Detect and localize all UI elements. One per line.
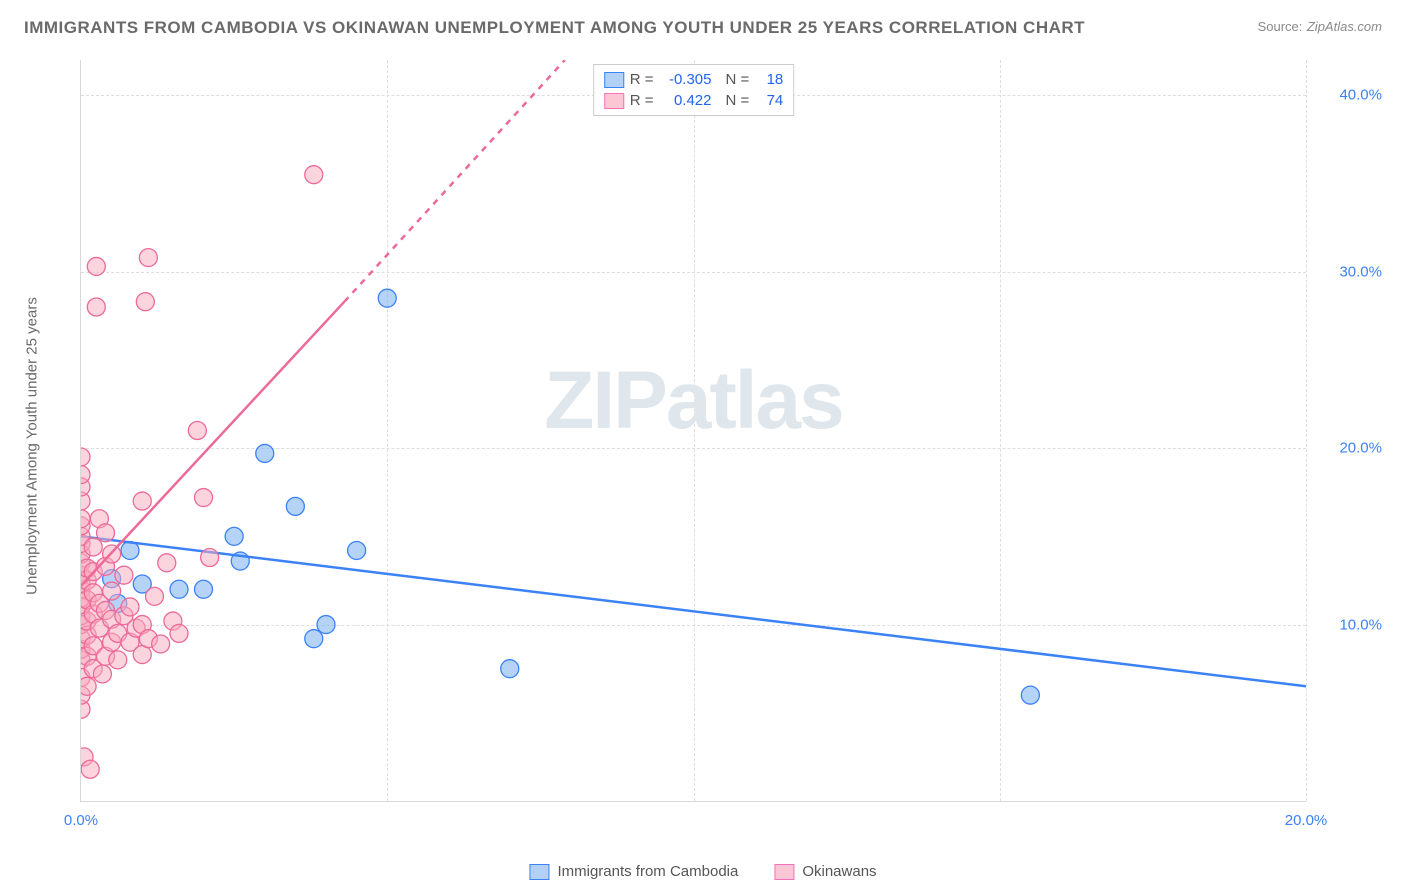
plot-region: ZIPatlas R = -0.305 N = 18 R = 0.422 N =… bbox=[80, 60, 1306, 802]
data-point bbox=[348, 541, 366, 559]
data-point bbox=[195, 489, 213, 507]
n-label: N = bbox=[726, 92, 750, 109]
data-point bbox=[158, 554, 176, 572]
data-point bbox=[170, 624, 188, 642]
data-point bbox=[1021, 686, 1039, 704]
legend-item: Okinawans bbox=[774, 863, 876, 880]
x-tick: 20.0% bbox=[1285, 812, 1328, 829]
data-point bbox=[81, 677, 96, 695]
data-point bbox=[170, 580, 188, 598]
data-point bbox=[87, 298, 105, 316]
data-point bbox=[152, 635, 170, 653]
chart-area: Unemployment Among Youth under 25 years … bbox=[50, 60, 1386, 832]
n-value: 74 bbox=[755, 92, 783, 109]
n-label: N = bbox=[726, 71, 750, 88]
data-point bbox=[93, 665, 111, 683]
data-point bbox=[195, 580, 213, 598]
y-tick: 20.0% bbox=[1312, 440, 1382, 457]
data-point bbox=[87, 257, 105, 275]
data-point bbox=[305, 630, 323, 648]
data-point bbox=[81, 466, 90, 484]
data-point bbox=[139, 249, 157, 267]
legend-item: Immigrants from Cambodia bbox=[529, 863, 738, 880]
r-value: -0.305 bbox=[660, 71, 712, 88]
r-label: R = bbox=[630, 71, 654, 88]
legend-row: R = 0.422 N = 74 bbox=[604, 90, 784, 111]
data-point bbox=[286, 497, 304, 515]
x-tick: 0.0% bbox=[64, 812, 98, 829]
data-point bbox=[121, 598, 139, 616]
n-value: 18 bbox=[755, 71, 783, 88]
chart-title: IMMIGRANTS FROM CAMBODIA VS OKINAWAN UNE… bbox=[24, 18, 1085, 38]
legend-label: Okinawans bbox=[802, 863, 876, 880]
source-label: Source: bbox=[1258, 19, 1303, 34]
data-point bbox=[188, 422, 206, 440]
legend-swatch bbox=[604, 72, 624, 88]
legend-label: Immigrants from Cambodia bbox=[557, 863, 738, 880]
data-point bbox=[136, 293, 154, 311]
data-point bbox=[201, 549, 219, 567]
data-point bbox=[378, 289, 396, 307]
trend-line bbox=[81, 302, 344, 586]
data-point bbox=[317, 616, 335, 634]
legend-correlation: R = -0.305 N = 18 R = 0.422 N = 74 bbox=[593, 64, 795, 116]
data-point bbox=[84, 538, 102, 556]
legend-swatch bbox=[604, 93, 624, 109]
trend-line bbox=[344, 60, 565, 302]
r-label: R = bbox=[630, 92, 654, 109]
source: Source: ZipAtlas.com bbox=[1258, 18, 1382, 36]
data-point bbox=[256, 444, 274, 462]
y-axis-label: Unemployment Among Youth under 25 years bbox=[24, 297, 41, 595]
r-value: 0.422 bbox=[660, 92, 712, 109]
legend-row: R = -0.305 N = 18 bbox=[604, 69, 784, 90]
legend-swatch bbox=[529, 864, 549, 880]
y-tick: 40.0% bbox=[1312, 87, 1382, 104]
data-point bbox=[81, 760, 99, 778]
data-point bbox=[109, 651, 127, 669]
data-point bbox=[103, 582, 121, 600]
data-point bbox=[501, 660, 519, 678]
y-tick: 10.0% bbox=[1312, 616, 1382, 633]
data-point bbox=[225, 527, 243, 545]
trend-line bbox=[81, 536, 1306, 686]
data-point bbox=[133, 492, 151, 510]
data-point bbox=[146, 587, 164, 605]
legend-series: Immigrants from Cambodia Okinawans bbox=[529, 863, 876, 880]
data-point bbox=[305, 166, 323, 184]
y-tick: 30.0% bbox=[1312, 263, 1382, 280]
data-point bbox=[115, 566, 133, 584]
source-name: ZipAtlas.com bbox=[1307, 19, 1382, 34]
plot-svg bbox=[81, 60, 1306, 801]
data-point bbox=[81, 448, 90, 466]
data-point bbox=[97, 524, 115, 542]
legend-swatch bbox=[774, 864, 794, 880]
